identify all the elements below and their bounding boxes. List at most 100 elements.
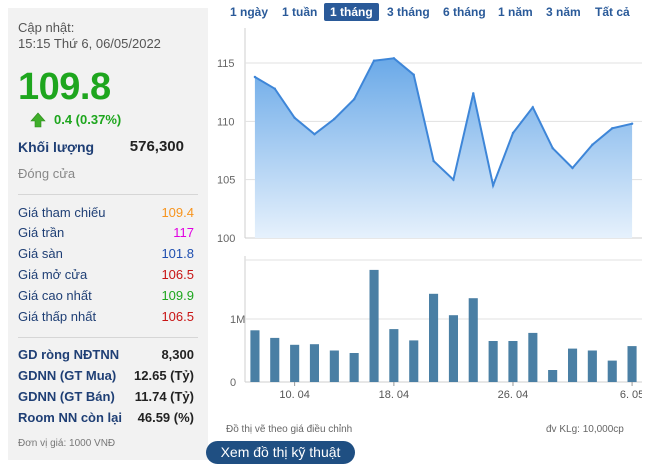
price-change: 0.4 (0.37%) (54, 112, 122, 127)
low-price-value: 106.5 (161, 309, 194, 324)
price-point (353, 98, 356, 101)
price-point (571, 166, 574, 170)
ceiling-price-label: Giá trần (18, 225, 65, 240)
volume-x-tick-label: 26. 04 (498, 389, 529, 401)
volume-bar (290, 344, 300, 382)
price-y-tick-label: 115 (217, 58, 235, 70)
volume-value: 576,300 (129, 138, 184, 155)
price-area (254, 58, 633, 238)
volume-bar (369, 269, 379, 382)
divider (18, 194, 198, 195)
arrow-up-icon (30, 112, 46, 128)
tab-1-day[interactable]: 1 ngày (230, 5, 269, 19)
reference-price-label: Giá tham chiếu (18, 205, 106, 220)
volume-bar (250, 330, 260, 382)
volume-chart: 0 1M 10. 04 18. 04 26. 04 6. 05 (230, 256, 642, 401)
volume-bar (429, 293, 439, 382)
volume-y-tick-label: 0 (230, 377, 236, 389)
price-point (313, 133, 316, 136)
tab-all[interactable]: Tất cả (595, 5, 630, 19)
price-point (253, 75, 257, 79)
tab-1-month[interactable]: 1 tháng (324, 3, 379, 21)
foreign-buy-label: GDNN (GT Mua) (18, 368, 117, 383)
foreign-net-label: GD ròng NĐTNN (18, 347, 120, 362)
foreign-sell-row: GDNN (GT Bán) 11.74 (Tỷ) (18, 389, 194, 407)
tab-6-months[interactable]: 6 tháng (443, 5, 486, 19)
volume-bar (488, 341, 498, 382)
floor-price-value: 101.8 (161, 246, 194, 261)
foreign-room-label: Room NN còn lại (18, 410, 123, 425)
ceiling-price-row: Giá trần 117 (18, 225, 194, 243)
low-price-row: Giá thấp nhất 106.5 (18, 309, 194, 327)
technical-chart-button[interactable]: Xem đồ thị kỹ thuật (206, 441, 355, 464)
price-point (491, 184, 495, 187)
low-price-label: Giá thấp nhất (18, 309, 97, 324)
divider (18, 337, 198, 338)
price-point (531, 106, 534, 109)
price-line (254, 57, 633, 190)
price-point (630, 122, 634, 125)
tab-1-year[interactable]: 1 năm (498, 5, 533, 19)
volume-y-tick-label: 1M (230, 314, 245, 326)
price-point (412, 73, 415, 76)
stock-summary-panel: Cập nhật: 15:15 Thứ 6, 06/05/2022 109.8 … (8, 8, 208, 460)
price-point (372, 59, 376, 62)
open-price-value: 106.5 (161, 267, 194, 282)
floor-price-label: Giá sàn (18, 246, 63, 261)
volume-bar (627, 346, 637, 382)
volume-bar (468, 298, 478, 382)
foreign-room-value: 46.59 (%) (137, 410, 194, 425)
foreign-sell-label: GDNN (GT Bán) (18, 389, 115, 404)
high-price-label: Giá cao nhất (18, 288, 92, 303)
price-unit-note: Đơn vị giá: 1000 VNĐ (18, 438, 116, 449)
price-y-tick-label: 100 (217, 233, 235, 245)
volume-bar (270, 337, 280, 382)
price-point (472, 92, 475, 95)
volume-bar (568, 348, 578, 382)
volume-bar (548, 370, 558, 382)
adjusted-price-note: Đồ thị vẽ theo giá điều chỉnh (226, 424, 353, 435)
tab-3-years[interactable]: 3 năm (546, 5, 581, 19)
foreign-buy-row: GDNN (GT Mua) 12.65 (Tỷ) (18, 368, 194, 386)
price-point (293, 116, 296, 120)
volume-unit-note: đv KLg: 10,000cp (546, 424, 624, 435)
price-point (611, 127, 614, 130)
price-point (392, 57, 396, 60)
price-point (273, 87, 276, 90)
foreign-net-value: 8,300 (161, 347, 194, 362)
ceiling-price-value: 117 (173, 225, 194, 240)
current-price: 109.8 (18, 66, 111, 108)
open-price-label: Giá mở cửa (18, 267, 88, 282)
volume-label: Khối lượng (18, 139, 95, 155)
price-point (452, 178, 455, 181)
reference-price-value: 109.4 (161, 205, 194, 220)
tab-3-months[interactable]: 3 tháng (387, 5, 430, 19)
volume-x-tick-label: 18. 04 (379, 389, 410, 401)
volume-bar (329, 350, 339, 382)
open-price-row: Giá mở cửa 106.5 (18, 267, 194, 285)
foreign-sell-value: 11.74 (Tỷ) (134, 389, 194, 404)
high-price-value: 109.9 (161, 288, 194, 303)
volume-bar (389, 329, 399, 382)
updated-label: Cập nhật: (18, 20, 75, 35)
foreign-buy-value: 12.65 (Tỷ) (134, 368, 194, 383)
price-chart: 100 105 110 115 (217, 28, 642, 245)
volume-bar (587, 350, 597, 382)
price-point (591, 143, 594, 146)
volume-bar (309, 344, 319, 382)
volume-bar (409, 340, 419, 382)
reference-price-row: Giá tham chiếu 109.4 (18, 205, 194, 223)
price-point (333, 117, 336, 121)
volume-bar (508, 341, 518, 382)
price-y-tick-label: 110 (217, 116, 235, 128)
price-y-tick-label: 105 (217, 175, 235, 187)
volume-bar (448, 315, 458, 382)
volume-bar (528, 332, 538, 382)
volume-x-tick-label: 6. 05 (620, 389, 642, 401)
price-point (551, 147, 554, 150)
market-status: Đóng cửa (18, 166, 76, 181)
tab-1-week[interactable]: 1 tuần (282, 5, 318, 19)
foreign-net-row: GD ròng NĐTNN 8,300 (18, 347, 194, 365)
price-point (432, 159, 435, 163)
volume-x-tick-label: 10. 04 (279, 389, 310, 401)
